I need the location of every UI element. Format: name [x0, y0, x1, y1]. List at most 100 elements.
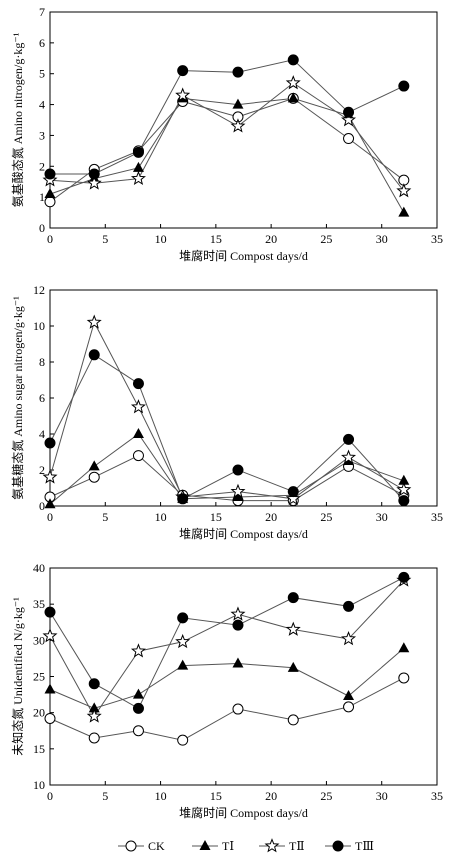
legend-item-2: TⅠ	[192, 839, 234, 853]
chart-panel-2: 0 5 10 15 20 25 30 35 0 2 4 6 8 10 12 堆腐时间 Compost days…	[10, 283, 443, 541]
x-tick-label: 25	[320, 789, 332, 803]
data-point	[44, 196, 56, 208]
data-point	[287, 54, 299, 66]
y-tick-label: 5	[39, 67, 45, 81]
data-point	[44, 683, 56, 694]
data-point	[177, 659, 189, 670]
legend-marker	[264, 838, 280, 853]
y-axis-title: 氨基酸态氮 Amino nitrogen/g·kg⁻¹	[10, 32, 25, 207]
chart-panel-3: 0 5 10 15 20 25 30 35 10 15 20 25 30 35 40 堆腐时间 Compost…	[10, 561, 443, 820]
legend-label: TⅠ	[222, 839, 234, 853]
series-markers-2	[44, 642, 410, 713]
x-tick-label: 5	[102, 510, 108, 524]
y-tick-label: 10	[33, 319, 45, 333]
x-tick-label: 35	[431, 510, 443, 524]
data-point	[132, 688, 144, 699]
x-tick-label: 35	[431, 789, 443, 803]
data-point	[132, 161, 144, 172]
data-point	[398, 495, 410, 507]
series-markers-4	[44, 571, 410, 714]
legend-label: CK	[148, 839, 165, 853]
legend-marker	[125, 840, 137, 852]
data-point	[232, 464, 244, 476]
chart-panel-1: 0 5 10 15 20 25 30 35 0 1 2 3 4 5 6 7 堆腐时间 Compost days/…	[10, 5, 443, 263]
data-point	[230, 118, 246, 133]
x-tick-label: 20	[265, 510, 277, 524]
y-tick-label: 6	[39, 391, 45, 405]
y-tick-label: 10	[33, 778, 45, 792]
plot-frame	[49, 11, 438, 229]
data-point	[396, 183, 412, 198]
y-tick-label: 6	[39, 36, 45, 50]
data-point	[42, 628, 58, 643]
data-point	[287, 486, 299, 498]
data-point	[44, 712, 56, 724]
data-point	[341, 112, 357, 127]
x-tick-label: 25	[320, 510, 332, 524]
series-markers-3	[42, 75, 412, 198]
data-point	[232, 619, 244, 631]
x-tick-label: 15	[210, 510, 222, 524]
y-tick-label: 12	[33, 283, 45, 297]
legend: CK TⅠ TⅡ TⅢ	[118, 838, 374, 853]
data-point	[230, 606, 246, 621]
data-point	[343, 600, 355, 612]
series-line-1	[49, 677, 405, 741]
y-tick-label: 4	[39, 427, 45, 441]
y-tick-label: 40	[33, 561, 45, 575]
data-point	[130, 170, 146, 186]
data-point	[287, 92, 299, 103]
legend-item-3: TⅡ	[259, 838, 305, 853]
data-point	[396, 481, 412, 497]
x-tick-label: 10	[155, 510, 167, 524]
data-point	[88, 168, 100, 180]
y-tick-label: 2	[39, 463, 45, 477]
x-tick-label: 5	[102, 789, 108, 803]
y-tick-label: 7	[39, 5, 45, 19]
y-tick-label: 20	[33, 706, 45, 720]
data-point	[88, 678, 100, 690]
x-tick-label: 30	[376, 510, 388, 524]
series-markers-2	[44, 92, 410, 217]
series-line-4	[49, 576, 405, 709]
y-tick-label: 0	[39, 221, 45, 235]
y-axis-title: 氨基糖态氮 Amino sugar nitrogen/g·kg⁻¹	[10, 296, 25, 500]
x-tick-label: 35	[431, 232, 443, 246]
data-point	[88, 460, 100, 471]
x-axis-title: 堆腐时间 Compost days/d	[179, 248, 308, 263]
data-point	[398, 672, 410, 684]
series-line-2	[49, 97, 405, 213]
series-line-2	[49, 433, 404, 505]
x-tick-label: 25	[320, 232, 332, 246]
y-tick-label: 25	[33, 670, 45, 684]
data-point	[398, 80, 410, 92]
legend-marker	[199, 840, 211, 850]
x-axis-title: 堆腐时间 Compost days/d	[179, 526, 308, 541]
x-tick-label: 5	[102, 232, 108, 246]
data-point	[398, 642, 410, 653]
series-markers-2	[44, 428, 410, 509]
y-tick-label: 8	[39, 355, 45, 369]
series-markers-4	[44, 349, 410, 507]
data-point	[177, 612, 189, 624]
series-markers-1	[44, 92, 410, 208]
series-line-3	[49, 321, 405, 500]
data-point	[177, 493, 189, 505]
data-point	[132, 702, 144, 714]
x-tick-label: 30	[376, 232, 388, 246]
data-point	[88, 349, 100, 361]
data-point	[44, 498, 56, 509]
x-tick-label: 0	[47, 510, 53, 524]
data-point	[343, 106, 355, 118]
data-point	[86, 175, 102, 190]
data-point	[44, 188, 56, 199]
x-tick-label: 0	[47, 789, 53, 803]
x-tick-label: 0	[47, 232, 53, 246]
plot-frame	[49, 567, 438, 786]
data-point	[287, 592, 299, 604]
data-point	[42, 469, 58, 484]
data-point	[341, 631, 357, 646]
y-tick-label: 30	[33, 633, 45, 647]
data-point	[132, 725, 144, 737]
